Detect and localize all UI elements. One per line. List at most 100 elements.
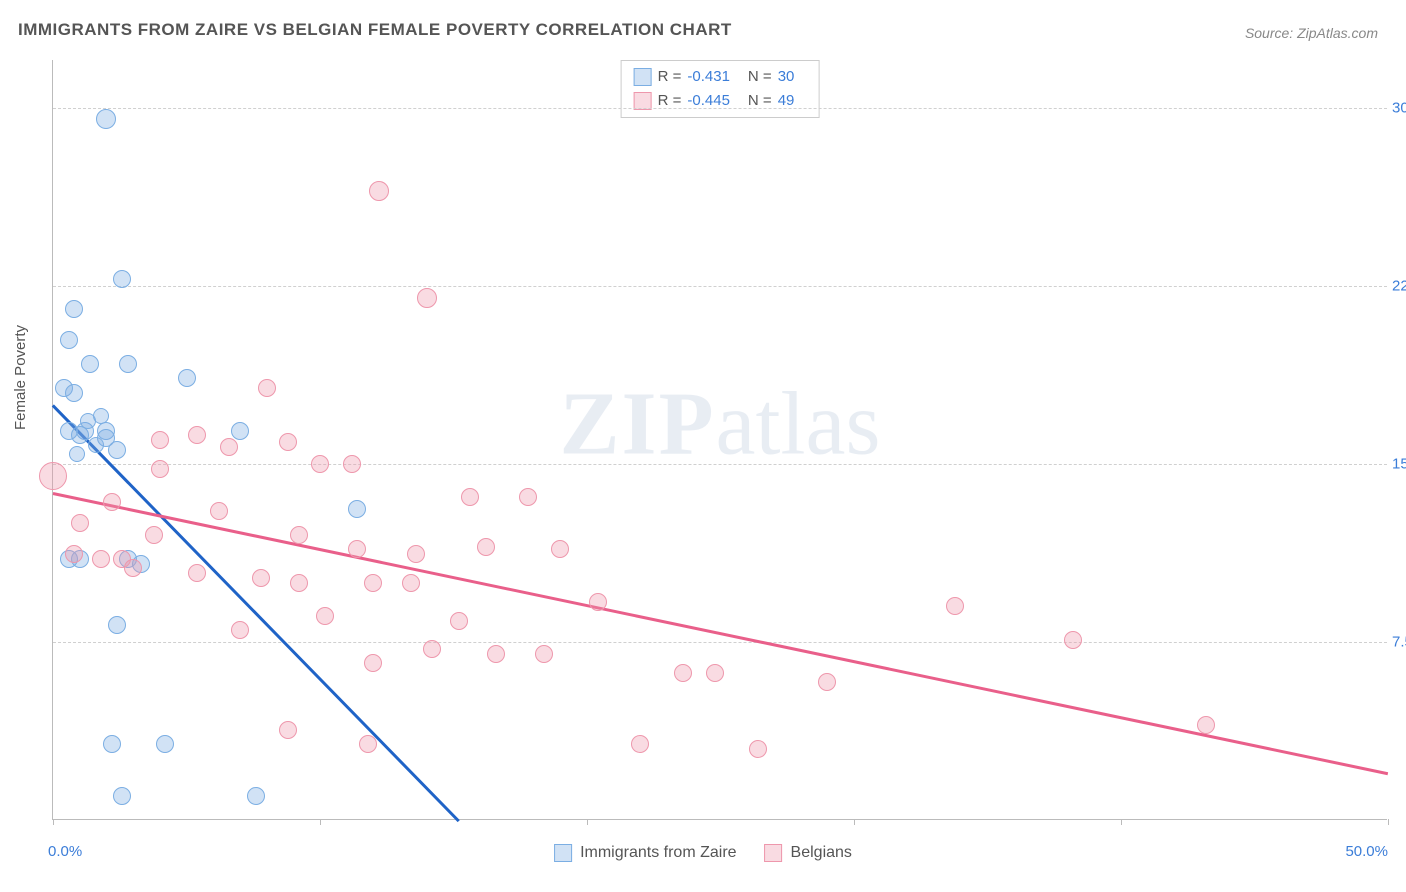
r-value-1: -0.431 — [687, 65, 730, 89]
data-point-series1 — [108, 441, 126, 459]
data-point-series2 — [706, 664, 724, 682]
data-point-series2 — [39, 462, 67, 490]
x-tick — [587, 819, 588, 825]
data-point-series2 — [1064, 631, 1082, 649]
data-point-series2 — [279, 721, 297, 739]
data-point-series1 — [103, 735, 121, 753]
data-point-series1 — [88, 437, 104, 453]
n-value-2: 49 — [778, 89, 795, 113]
legend-item-series1: Immigrants from Zaire — [554, 844, 736, 862]
data-point-series2 — [316, 607, 334, 625]
y-tick-label: 15.0% — [1392, 455, 1406, 472]
data-point-series2 — [631, 735, 649, 753]
x-tick — [53, 819, 54, 825]
legend-label-series2: Belgians — [791, 844, 852, 862]
y-tick-label: 7.5% — [1392, 633, 1406, 650]
swatch-bottom-series2 — [765, 844, 783, 862]
data-point-series2 — [818, 673, 836, 691]
data-point-series2 — [279, 433, 297, 451]
data-point-series1 — [156, 735, 174, 753]
series-legend: Immigrants from Zaire Belgians — [554, 844, 852, 862]
legend-row-series2: R = -0.445 N = 49 — [634, 89, 807, 113]
data-point-series2 — [258, 379, 276, 397]
data-point-series2 — [461, 488, 479, 506]
data-point-series2 — [477, 538, 495, 556]
data-point-series1 — [65, 300, 83, 318]
data-point-series2 — [402, 574, 420, 592]
y-axis-label: Female Poverty — [12, 325, 29, 430]
x-axis-max-label: 50.0% — [1345, 843, 1388, 860]
data-point-series2 — [364, 654, 382, 672]
n-label-1: N = — [748, 65, 772, 89]
data-point-series2 — [417, 288, 437, 308]
data-point-series2 — [1197, 716, 1215, 734]
gridline — [53, 286, 1387, 287]
data-point-series2 — [145, 526, 163, 544]
data-point-series2 — [290, 574, 308, 592]
data-point-series2 — [407, 545, 425, 563]
data-point-series2 — [359, 735, 377, 753]
legend-item-series2: Belgians — [765, 844, 852, 862]
data-point-series1 — [96, 109, 116, 129]
data-point-series1 — [348, 500, 366, 518]
trendline-series2 — [53, 492, 1389, 775]
data-point-series2 — [519, 488, 537, 506]
data-point-series2 — [290, 526, 308, 544]
data-point-series1 — [69, 446, 85, 462]
data-point-series2 — [71, 514, 89, 532]
y-tick-label: 30.0% — [1392, 99, 1406, 116]
watermark: ZIPatlas — [560, 373, 881, 476]
data-point-series2 — [674, 664, 692, 682]
data-point-series1 — [119, 355, 137, 373]
r-value-2: -0.445 — [687, 89, 730, 113]
data-point-series1 — [113, 787, 131, 805]
data-point-series1 — [81, 355, 99, 373]
chart-container: IMMIGRANTS FROM ZAIRE VS BELGIAN FEMALE … — [0, 0, 1406, 892]
gridline — [53, 108, 1387, 109]
data-point-series1 — [113, 270, 131, 288]
gridline — [53, 464, 1387, 465]
data-point-series1 — [65, 384, 83, 402]
data-point-series2 — [151, 460, 169, 478]
data-point-series1 — [60, 331, 78, 349]
data-point-series2 — [65, 545, 83, 563]
correlation-legend: R = -0.431 N = 30 R = -0.445 N = 49 — [621, 60, 820, 118]
data-point-series1 — [93, 408, 109, 424]
data-point-series2 — [311, 455, 329, 473]
data-point-series2 — [103, 493, 121, 511]
data-point-series2 — [124, 559, 142, 577]
legend-row-series1: R = -0.431 N = 30 — [634, 65, 807, 89]
watermark-atlas: atlas — [716, 375, 881, 474]
data-point-series1 — [108, 616, 126, 634]
swatch-bottom-series1 — [554, 844, 572, 862]
data-point-series2 — [343, 455, 361, 473]
gridline — [53, 642, 1387, 643]
source-attribution: Source: ZipAtlas.com — [1245, 25, 1378, 41]
data-point-series2 — [252, 569, 270, 587]
data-point-series2 — [369, 181, 389, 201]
data-point-series2 — [231, 621, 249, 639]
x-tick — [1121, 819, 1122, 825]
r-label-2: R = — [658, 89, 682, 113]
data-point-series2 — [535, 645, 553, 663]
data-point-series2 — [210, 502, 228, 520]
data-point-series1 — [178, 369, 196, 387]
n-label-2: N = — [748, 89, 772, 113]
data-point-series2 — [749, 740, 767, 758]
data-point-series2 — [188, 426, 206, 444]
chart-title: IMMIGRANTS FROM ZAIRE VS BELGIAN FEMALE … — [18, 20, 732, 40]
data-point-series2 — [188, 564, 206, 582]
data-point-series2 — [487, 645, 505, 663]
data-point-series2 — [220, 438, 238, 456]
legend-label-series1: Immigrants from Zaire — [580, 844, 736, 862]
swatch-series1 — [634, 68, 652, 86]
plot-area: ZIPatlas R = -0.431 N = 30 R = -0.445 N … — [52, 60, 1387, 820]
data-point-series2 — [348, 540, 366, 558]
data-point-series2 — [551, 540, 569, 558]
y-tick-label: 22.5% — [1392, 277, 1406, 294]
data-point-series2 — [946, 597, 964, 615]
data-point-series2 — [364, 574, 382, 592]
r-label-1: R = — [658, 65, 682, 89]
data-point-series2 — [423, 640, 441, 658]
trendline-series1 — [52, 405, 460, 822]
